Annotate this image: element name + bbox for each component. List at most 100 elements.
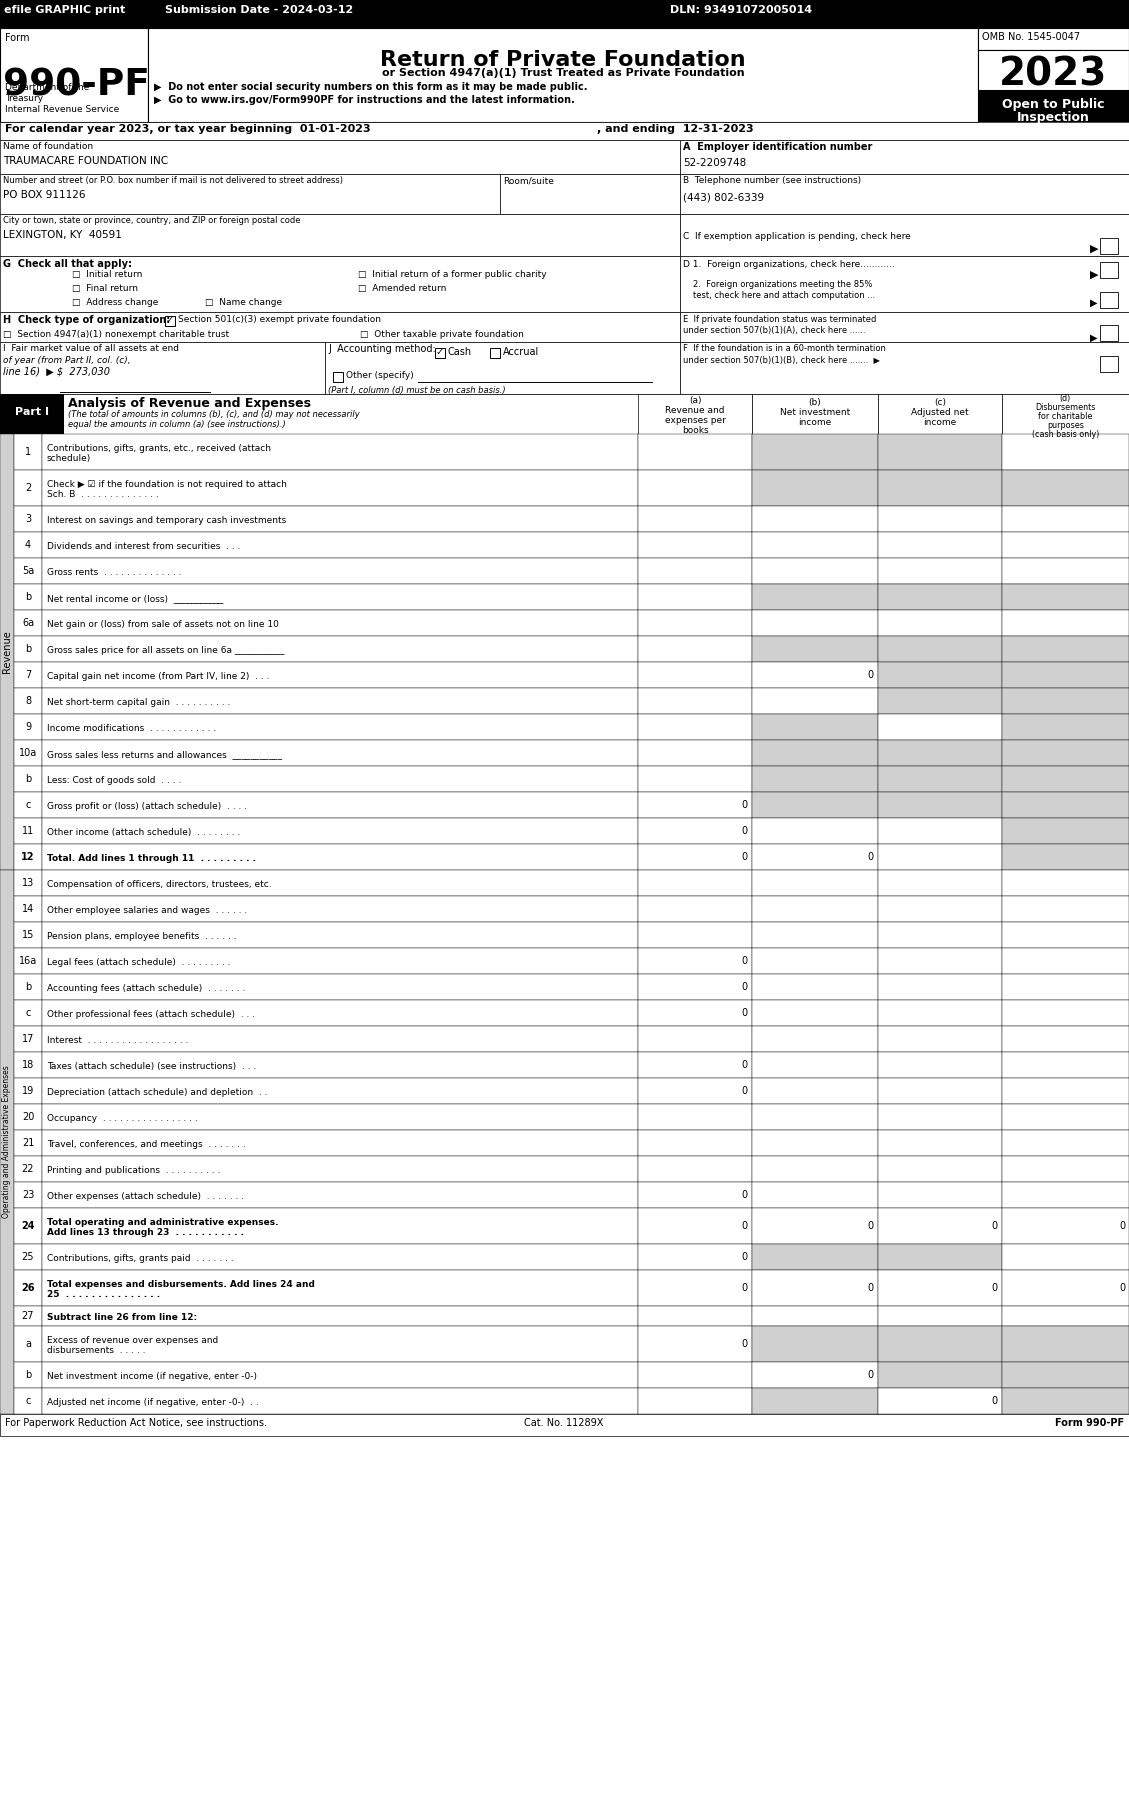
Text: Department of the: Department of the bbox=[5, 83, 89, 92]
Text: Disbursements: Disbursements bbox=[1035, 403, 1095, 412]
Bar bbox=[1003, 843, 1129, 870]
Text: Net investment income (if negative, enter -0-): Net investment income (if negative, ente… bbox=[47, 1372, 257, 1381]
Text: ▶: ▶ bbox=[1089, 245, 1099, 254]
Bar bbox=[752, 1363, 878, 1388]
Bar bbox=[42, 1052, 638, 1079]
Text: Gross profit or (loss) (attach schedule)  . . . .: Gross profit or (loss) (attach schedule)… bbox=[47, 802, 247, 811]
Bar bbox=[638, 557, 752, 584]
Text: Gross sales price for all assets on line 6a ___________: Gross sales price for all assets on line… bbox=[47, 645, 285, 654]
Text: (a): (a) bbox=[689, 396, 701, 405]
Bar bbox=[680, 255, 1129, 313]
Bar bbox=[752, 818, 878, 843]
Bar bbox=[680, 214, 1129, 255]
Bar bbox=[878, 689, 1003, 714]
Bar bbox=[42, 1244, 638, 1269]
Bar bbox=[1003, 1079, 1129, 1104]
Bar bbox=[638, 1208, 752, 1244]
Text: Contributions, gifts, grants, etc., received (attach: Contributions, gifts, grants, etc., rece… bbox=[47, 444, 271, 453]
Text: under section 507(b)(1)(B), check here .......  ▶: under section 507(b)(1)(B), check here .… bbox=[683, 356, 879, 365]
Text: ✓: ✓ bbox=[436, 347, 444, 358]
Bar bbox=[638, 741, 752, 766]
Bar bbox=[14, 818, 42, 843]
Text: Excess of revenue over expenses and: Excess of revenue over expenses and bbox=[47, 1336, 218, 1345]
Bar bbox=[165, 316, 175, 325]
Text: Total. Add lines 1 through 11  . . . . . . . . .: Total. Add lines 1 through 11 . . . . . … bbox=[47, 854, 256, 863]
Bar bbox=[0, 342, 325, 394]
Text: ▶  Go to www.irs.gov/Form990PF for instructions and the latest information.: ▶ Go to www.irs.gov/Form990PF for instru… bbox=[154, 95, 575, 104]
Bar bbox=[1003, 1208, 1129, 1244]
Text: 0: 0 bbox=[992, 1221, 998, 1232]
Bar bbox=[638, 662, 752, 689]
Bar bbox=[42, 895, 638, 922]
Bar bbox=[752, 610, 878, 636]
Bar bbox=[14, 584, 42, 610]
Text: 22: 22 bbox=[21, 1163, 34, 1174]
Bar bbox=[638, 1269, 752, 1305]
Text: J  Accounting method:: J Accounting method: bbox=[329, 343, 436, 354]
Bar bbox=[878, 975, 1003, 1000]
Bar bbox=[752, 1027, 878, 1052]
Bar bbox=[878, 922, 1003, 948]
Bar bbox=[1003, 818, 1129, 843]
Bar bbox=[752, 469, 878, 505]
Text: Compensation of officers, directors, trustees, etc.: Compensation of officers, directors, tru… bbox=[47, 879, 272, 888]
Text: Accounting fees (attach schedule)  . . . . . . .: Accounting fees (attach schedule) . . . … bbox=[47, 984, 245, 992]
Bar bbox=[14, 1156, 42, 1181]
Text: Submission Date - 2024-03-12: Submission Date - 2024-03-12 bbox=[165, 5, 353, 14]
Text: income: income bbox=[798, 417, 832, 426]
Bar bbox=[0, 394, 1129, 433]
Text: Treasury: Treasury bbox=[5, 93, 43, 102]
Text: equal the amounts in column (a) (see instructions).): equal the amounts in column (a) (see ins… bbox=[68, 421, 286, 430]
Bar bbox=[752, 394, 878, 433]
Bar bbox=[1003, 895, 1129, 922]
Text: ✓: ✓ bbox=[166, 315, 174, 325]
Bar bbox=[14, 557, 42, 584]
Text: Net gain or (loss) from sale of assets not on line 10: Net gain or (loss) from sale of assets n… bbox=[47, 620, 279, 629]
Bar bbox=[1100, 237, 1118, 254]
Text: Form: Form bbox=[5, 32, 29, 43]
Text: Subtract line 26 from line 12:: Subtract line 26 from line 12: bbox=[47, 1313, 198, 1322]
Text: 990-PF: 990-PF bbox=[3, 68, 150, 104]
Text: 23: 23 bbox=[21, 1190, 34, 1199]
Bar bbox=[490, 349, 500, 358]
Text: Dividends and interest from securities  . . .: Dividends and interest from securities .… bbox=[47, 541, 240, 550]
Bar bbox=[1003, 557, 1129, 584]
Text: 27: 27 bbox=[21, 1311, 34, 1322]
Text: 0: 0 bbox=[742, 1251, 749, 1262]
Text: of year (from Part II, col. (c),: of year (from Part II, col. (c), bbox=[3, 356, 131, 365]
Text: 7: 7 bbox=[25, 671, 32, 680]
Bar bbox=[878, 843, 1003, 870]
Bar bbox=[0, 0, 1129, 29]
Bar bbox=[752, 1079, 878, 1104]
Text: □  Amended return: □ Amended return bbox=[358, 284, 446, 293]
Bar bbox=[638, 1079, 752, 1104]
Bar bbox=[14, 662, 42, 689]
Bar bbox=[638, 1305, 752, 1325]
Bar bbox=[878, 1305, 1003, 1325]
Text: □  Final return: □ Final return bbox=[72, 284, 138, 293]
Text: (443) 802-6339: (443) 802-6339 bbox=[683, 192, 764, 201]
Bar bbox=[638, 922, 752, 948]
Bar bbox=[752, 975, 878, 1000]
Text: disbursements  . . . . .: disbursements . . . . . bbox=[47, 1347, 146, 1356]
Bar bbox=[878, 1388, 1003, 1413]
Text: (c): (c) bbox=[934, 397, 946, 406]
Bar bbox=[1003, 469, 1129, 505]
Bar bbox=[878, 1052, 1003, 1079]
Bar bbox=[42, 636, 638, 662]
Bar bbox=[752, 1325, 878, 1363]
Text: 0: 0 bbox=[1119, 1221, 1124, 1232]
Text: c: c bbox=[25, 1395, 30, 1406]
Bar bbox=[752, 870, 878, 895]
Bar bbox=[878, 1181, 1003, 1208]
Text: 0: 0 bbox=[1119, 1284, 1124, 1293]
Bar bbox=[638, 610, 752, 636]
Bar bbox=[1003, 636, 1129, 662]
Bar bbox=[1003, 791, 1129, 818]
Text: under section 507(b)(1)(A), check here ......: under section 507(b)(1)(A), check here .… bbox=[683, 325, 866, 334]
Bar bbox=[14, 1325, 42, 1363]
Bar bbox=[1003, 433, 1129, 469]
Bar bbox=[1003, 948, 1129, 975]
Text: Other expenses (attach schedule)  . . . . . . .: Other expenses (attach schedule) . . . .… bbox=[47, 1192, 244, 1201]
Text: 5a: 5a bbox=[21, 566, 34, 575]
